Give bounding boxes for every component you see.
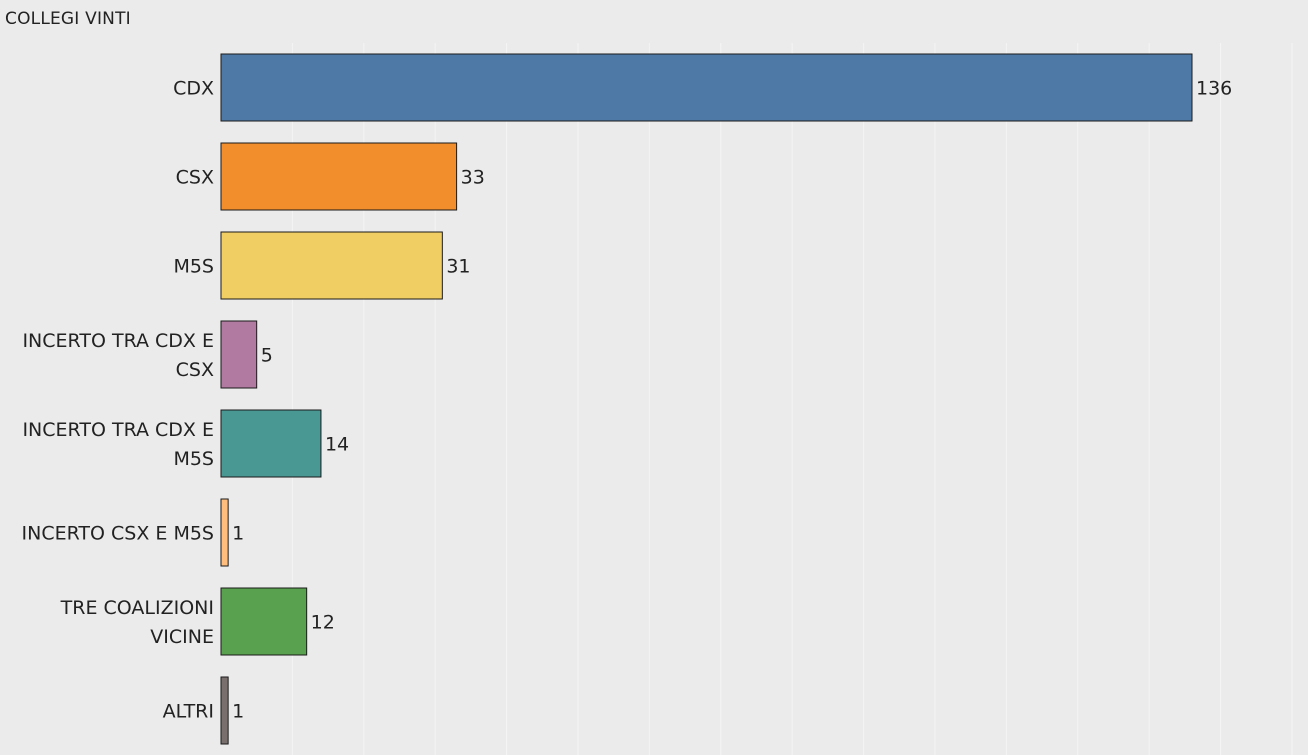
category-label: CDX xyxy=(173,78,214,100)
bar[interactable] xyxy=(220,320,258,389)
category-label: INCERTO TRA CDX E CSX xyxy=(22,330,214,381)
bar[interactable] xyxy=(220,53,1193,122)
category-label: INCERTO TRA CDX E M5S xyxy=(22,419,214,470)
category-label: TRE COALIZIONI VICINE xyxy=(60,597,214,648)
bar[interactable] xyxy=(220,587,308,656)
data-label: 1 xyxy=(232,523,244,545)
bar[interactable] xyxy=(220,142,458,211)
bar[interactable] xyxy=(220,231,443,300)
category-label: M5S xyxy=(173,256,214,278)
data-label: 5 xyxy=(261,345,273,367)
data-label: 14 xyxy=(325,434,349,456)
category-label: ALTRI xyxy=(163,701,214,723)
bar[interactable] xyxy=(220,409,322,478)
data-label: 12 xyxy=(311,612,335,634)
bar[interactable] xyxy=(220,676,229,745)
category-label: CSX xyxy=(176,167,214,189)
chart-title: COLLEGI VINTI xyxy=(5,9,131,29)
bars xyxy=(220,53,1193,745)
gridlines xyxy=(291,43,1293,755)
data-label: 31 xyxy=(446,256,470,278)
bar[interactable] xyxy=(220,498,229,567)
data-label: 1 xyxy=(232,701,244,723)
category-label: INCERTO CSX E M5S xyxy=(22,523,214,545)
labels: 136 CDX 33 CSX 31 M5S 5 INCERTO TRA CDX E CSX 14 I… xyxy=(22,78,1233,723)
data-label: 136 xyxy=(1196,78,1232,100)
data-label: 33 xyxy=(461,167,485,189)
